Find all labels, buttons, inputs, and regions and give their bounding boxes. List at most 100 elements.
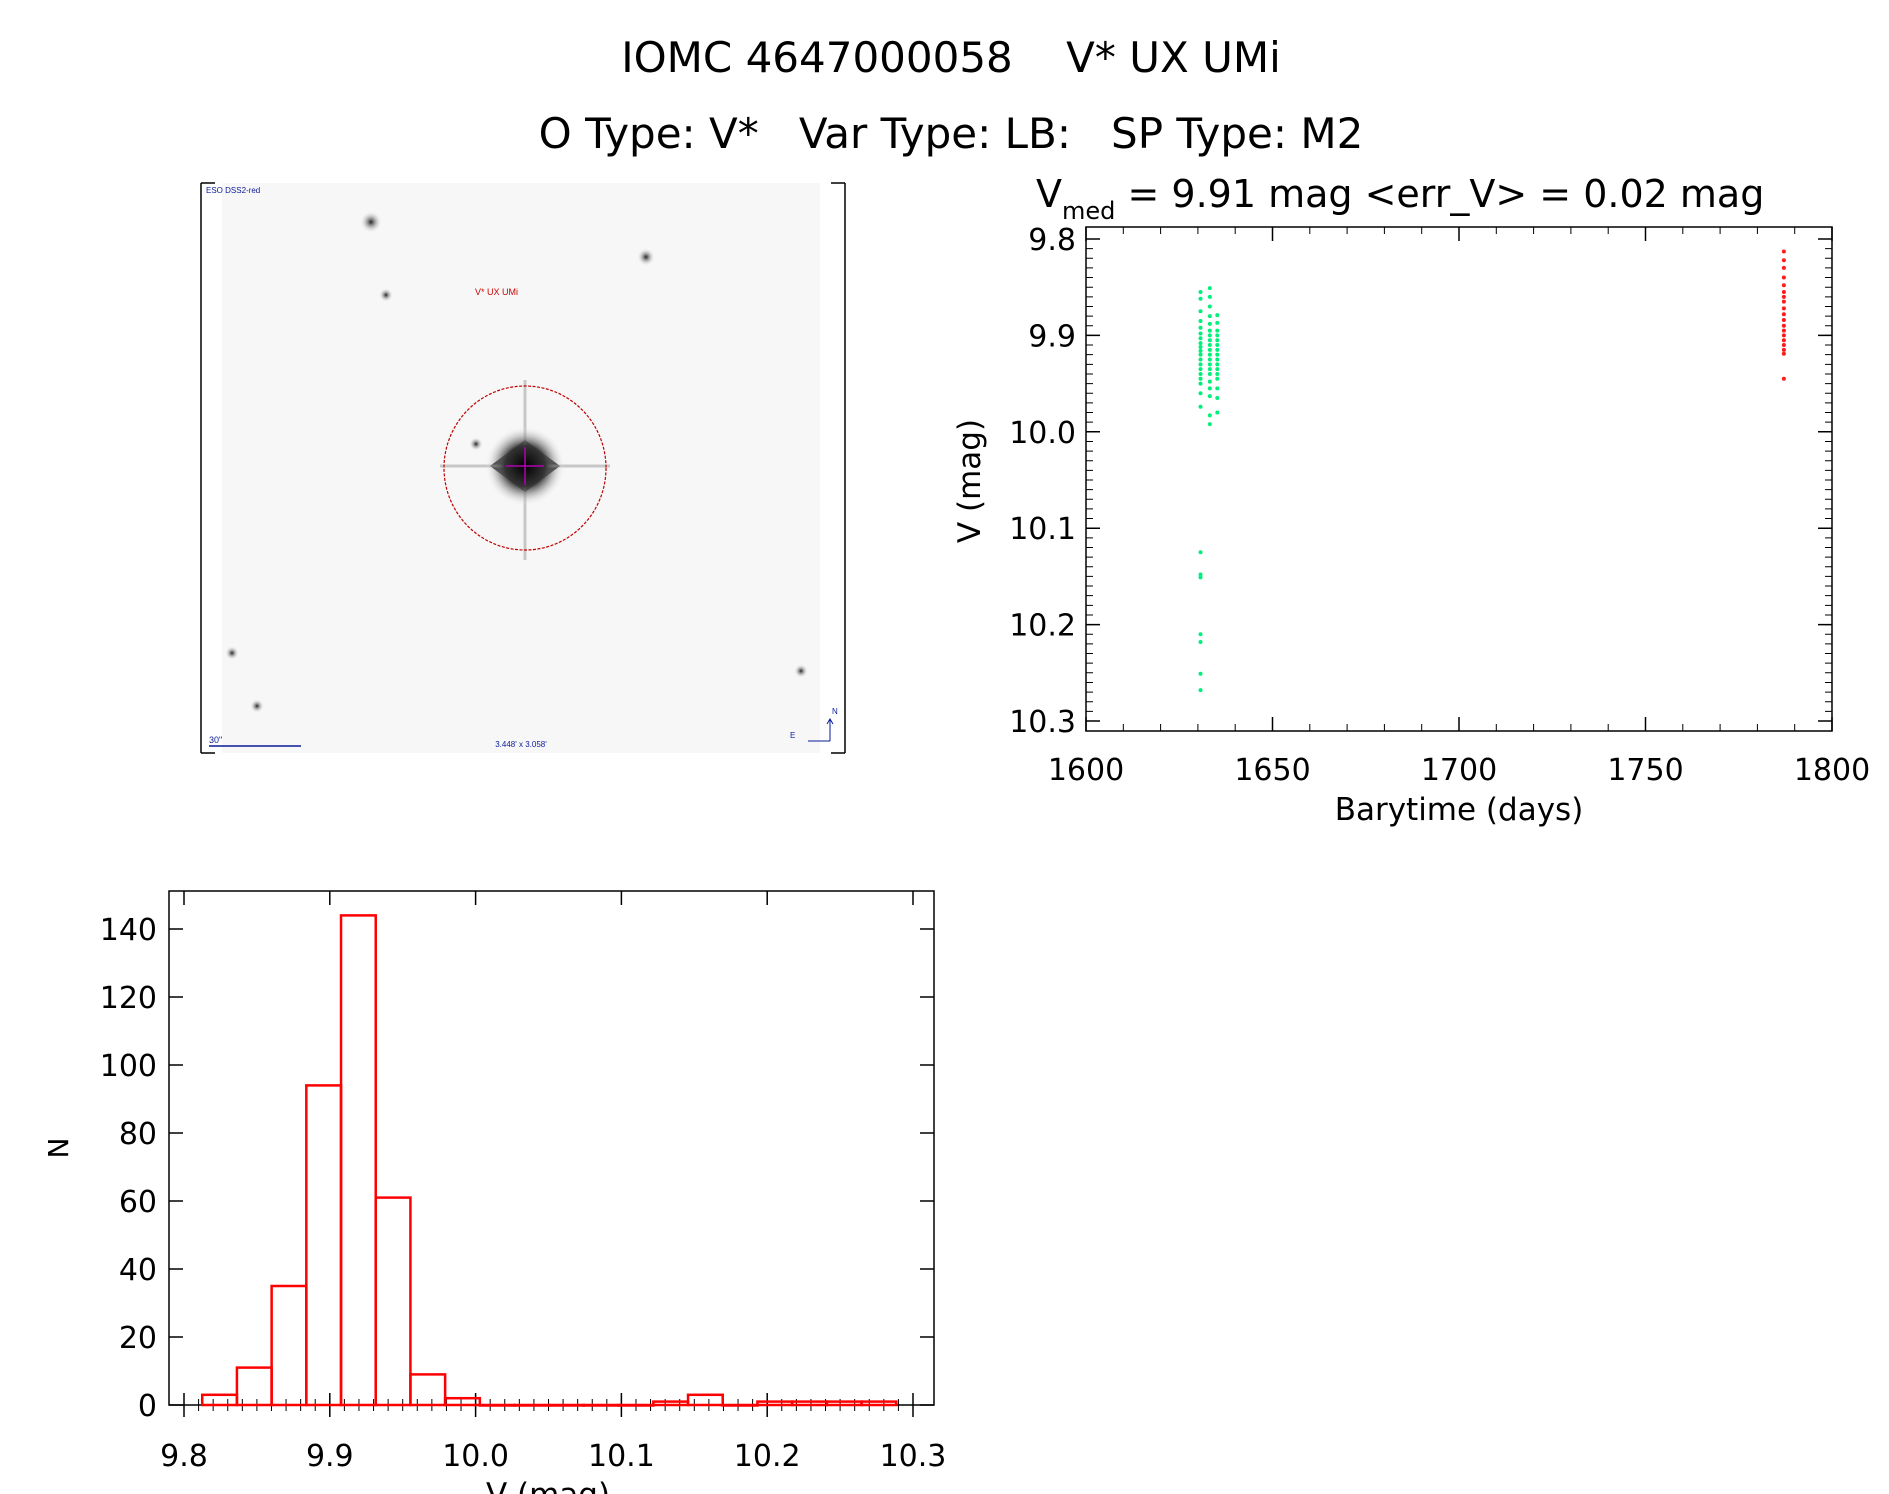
lc-ytick-label: 10.1 <box>1009 512 1076 547</box>
lc-point-season-1 <box>1207 357 1212 362</box>
hist-ytick-label: 140 <box>100 913 157 948</box>
lc-point-season-1 <box>1207 304 1212 309</box>
lc-title: Vmed = 9.91 mag <err_V> = 0.02 mag <box>1036 172 1764 225</box>
hist-bar <box>825 1400 863 1407</box>
hist-bar <box>513 1403 551 1407</box>
lc-point-season-1 <box>1215 376 1220 381</box>
lc-point-season-2 <box>1781 323 1786 328</box>
lc-point-season-1 <box>1207 362 1212 367</box>
lc-ytick-label: 10.0 <box>1009 416 1076 451</box>
lc-point-season-2 <box>1781 299 1786 304</box>
lc-point-season-1 <box>1215 320 1220 325</box>
lc-point-season-2 <box>1781 347 1786 352</box>
lc-point-season-1 <box>1207 367 1212 372</box>
histogram-plot: V (mag) N 9.8 9.9 10.0 10.1 10.2 10.3 0 20 40 60 8… <box>42 890 947 1494</box>
hist-bar <box>790 1400 829 1407</box>
lc-point-season-1 <box>1215 357 1220 362</box>
lc-point-season-1 <box>1215 352 1220 357</box>
hist-xtick-label: 10.3 <box>880 1439 947 1474</box>
lc-point-season-1 <box>1215 362 1220 367</box>
lc-xlabel: Barytime (days) <box>1335 792 1584 828</box>
lc-point-season-2 <box>1781 249 1786 254</box>
hist-bar <box>409 1373 447 1407</box>
light-curve-plot: Vmed = 9.91 mag <err_V> = 0.02 mag Baryt… <box>952 172 1870 828</box>
lc-point-season-1 <box>1215 338 1220 343</box>
lc-point-season-1 <box>1198 404 1203 409</box>
lc-point-season-2 <box>1781 338 1786 343</box>
hist-xtick-label: 10.0 <box>442 1439 509 1474</box>
lc-point-season-1 <box>1215 343 1220 348</box>
lc-point-season-1 <box>1198 348 1203 353</box>
lc-point-season-1 <box>1215 347 1220 352</box>
hist-xtick-label: 9.9 <box>306 1439 354 1474</box>
svg-text:N: N <box>832 707 838 716</box>
hist-ytick-label: 120 <box>100 981 157 1016</box>
lc-point-season-1 <box>1198 309 1203 314</box>
hist-xtick-label: 10.2 <box>734 1439 801 1474</box>
lc-point-season-1 <box>1215 313 1220 318</box>
lc-point-season-1 <box>1207 386 1212 391</box>
lc-ytick-label: 10.2 <box>1009 609 1076 644</box>
field-stars <box>225 211 808 713</box>
hist-ytick-label: 100 <box>100 1049 157 1084</box>
lc-point-season-1 <box>1207 352 1212 357</box>
survey-label: ESO DSS2-red <box>206 186 260 195</box>
lc-point-season-1 <box>1198 318 1203 323</box>
hist-bar <box>443 1396 482 1407</box>
lc-ytick-label: 10.3 <box>1009 705 1076 740</box>
lc-point-season-1 <box>1207 321 1212 326</box>
lc-point-season-1 <box>1198 357 1203 362</box>
lc-axes-frame <box>1085 226 1833 732</box>
hist-bar <box>270 1284 308 1407</box>
lc-xtick-label: 1600 <box>1048 753 1124 788</box>
lc-xtick-label: 1650 <box>1234 753 1310 788</box>
compass-icon: N E <box>790 707 838 742</box>
lc-point-season-2 <box>1781 351 1786 356</box>
lc-point-season-1 <box>1207 413 1212 418</box>
lc-point-season-1 <box>1207 294 1212 299</box>
lc-point-season-1 <box>1207 422 1212 427</box>
lc-point-season-1 <box>1215 328 1220 333</box>
lc-point-season-1 <box>1198 381 1203 386</box>
lc-point-season-1 <box>1215 386 1220 391</box>
hist-bar <box>652 1400 690 1407</box>
lc-point-season-1 <box>1215 410 1220 415</box>
hist-bar <box>339 914 377 1407</box>
lc-point-season-1 <box>1215 396 1220 401</box>
hist-ytick-label: 40 <box>119 1253 157 1288</box>
hist-ytick-label: 0 <box>138 1389 157 1424</box>
lc-point-season-1 <box>1207 338 1212 343</box>
lc-point-season-1 <box>1198 296 1203 301</box>
lc-xtick-label: 1700 <box>1421 753 1497 788</box>
lc-point-season-1 <box>1207 328 1212 333</box>
lc-point-season-1 <box>1215 367 1220 372</box>
lc-ylabel: V (mag) <box>952 419 988 543</box>
lc-point-season-1 <box>1198 632 1203 637</box>
lc-point-season-2 <box>1781 312 1786 317</box>
lc-xtick-label: 1750 <box>1607 753 1683 788</box>
hist-xtick-label: 10.1 <box>588 1439 655 1474</box>
hist-bar <box>686 1393 724 1407</box>
lc-ytick-label: 9.9 <box>1028 319 1076 354</box>
lc-point-season-1 <box>1198 341 1203 346</box>
lc-point-season-1 <box>1198 572 1203 577</box>
hist-bar <box>860 1400 898 1407</box>
lc-point-season-1 <box>1198 344 1203 349</box>
lc-point-season-1 <box>1207 347 1212 352</box>
lc-point-season-2 <box>1781 294 1786 299</box>
lc-point-season-1 <box>1207 286 1212 291</box>
lc-point-season-1 <box>1198 639 1203 644</box>
fov-label: 3.448' x 3.058' <box>495 740 547 749</box>
lc-xtick-label: 1800 <box>1794 753 1870 788</box>
lc-point-season-2 <box>1781 317 1786 322</box>
lc-point-season-1 <box>1207 371 1212 376</box>
lc-point-season-1 <box>1215 333 1220 338</box>
lc-point-season-1 <box>1198 671 1203 676</box>
lc-point-season-1 <box>1198 336 1203 341</box>
lc-point-season-1 <box>1198 391 1203 396</box>
lc-point-season-2 <box>1781 328 1786 333</box>
lc-point-season-1 <box>1215 371 1220 376</box>
lc-point-season-1 <box>1198 331 1203 336</box>
hist-xlabel: V (mag) <box>486 1477 610 1494</box>
